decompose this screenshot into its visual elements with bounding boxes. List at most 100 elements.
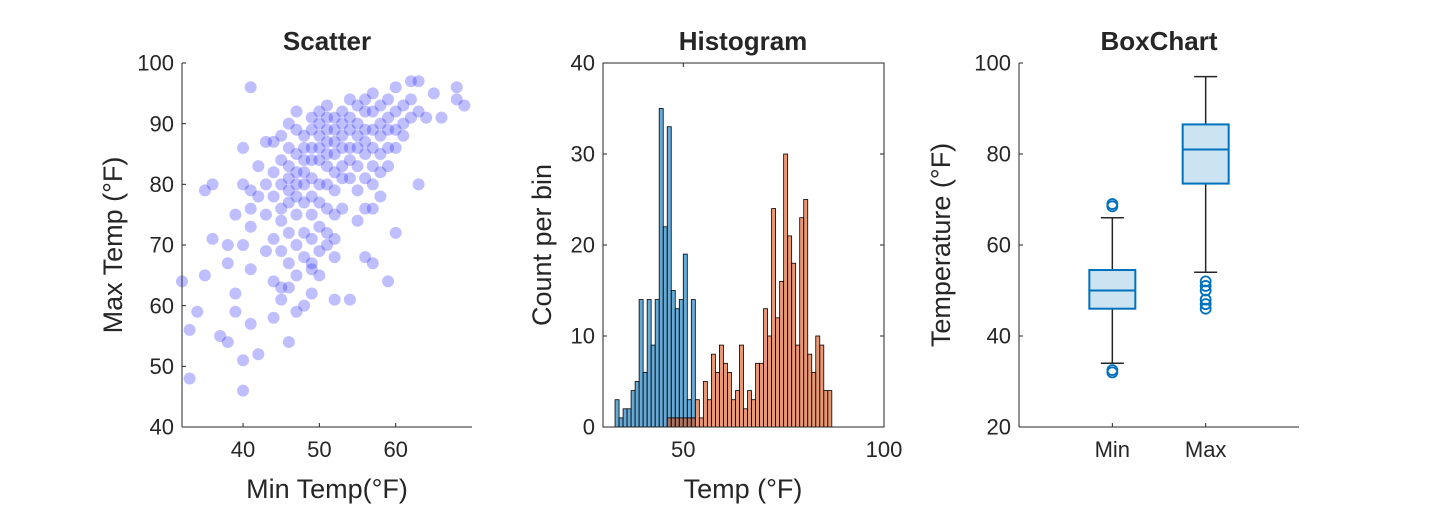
scatter-point <box>359 172 372 185</box>
scatter-point <box>275 178 288 191</box>
histogram-bar-series-2 <box>779 280 785 428</box>
scatter-point <box>244 81 257 94</box>
histogram-bar-series-2 <box>819 344 825 428</box>
scatter-point <box>305 172 318 185</box>
histogram-bar-series-2 <box>715 371 720 428</box>
scatter-point <box>305 154 318 167</box>
histogram-bar-series-2 <box>710 353 716 428</box>
scatter-point <box>259 178 272 191</box>
boxchart-y-tick-label: 60 <box>987 233 1011 258</box>
scatter-point <box>313 154 326 167</box>
boxchart-panel: BoxChart Temperature (°F) 20 40 60 80 100 Min… <box>926 26 1299 462</box>
scatter-point <box>343 293 356 306</box>
scatter-point <box>374 166 387 179</box>
box-outlier <box>1199 280 1212 292</box>
histogram-bar-series-2 <box>815 335 821 428</box>
scatter-point <box>298 154 311 167</box>
scatter-point <box>359 148 372 160</box>
scatter-point <box>359 251 372 264</box>
histogram-bar-series-2 <box>686 417 692 428</box>
histogram-bar-series-2 <box>719 344 724 428</box>
scatter-point <box>313 196 326 209</box>
scatter-point <box>229 208 242 221</box>
scatter-point <box>305 232 318 245</box>
scatter-point <box>282 141 295 154</box>
scatter-point <box>366 123 379 136</box>
scatter-point <box>328 135 341 148</box>
scatter-y-tick-label: 60 <box>150 293 174 318</box>
scatter-point <box>343 123 356 136</box>
scatter-point <box>328 184 341 197</box>
scatter-point <box>382 275 395 288</box>
scatter-point <box>382 93 395 106</box>
histogram-bars <box>614 108 833 428</box>
scatter-point <box>374 99 387 112</box>
histogram-y-tick-label: 40 <box>571 51 595 76</box>
scatter-point <box>328 232 341 245</box>
scatter-point <box>359 105 372 118</box>
scatter-point <box>359 93 372 106</box>
scatter-point <box>321 226 333 239</box>
histogram-bar-series-2 <box>682 417 688 428</box>
scatter-point <box>336 160 349 173</box>
scatter-point <box>244 184 257 197</box>
histogram-bar-series-2 <box>739 344 744 428</box>
scatter-x-label: Min Temp(°F) <box>246 474 408 504</box>
scatter-y-tick-label: 100 <box>137 51 174 76</box>
histogram-bar-series-2 <box>674 417 680 428</box>
scatter-point <box>351 184 364 197</box>
scatter-point <box>305 123 318 136</box>
scatter-y-tick-label: 80 <box>150 172 174 197</box>
scatter-point <box>389 141 402 154</box>
scatter-point <box>321 123 333 136</box>
histogram-bar-series-1 <box>690 299 696 428</box>
box-max <box>1181 123 1230 185</box>
scatter-point <box>343 141 356 154</box>
scatter-point <box>313 178 326 191</box>
scatter-point <box>389 123 402 136</box>
histogram-bar-series-1 <box>638 299 644 428</box>
histogram-bar-series-1 <box>662 226 668 428</box>
scatter-point <box>282 281 295 294</box>
scatter-point <box>221 336 234 349</box>
scatter-point <box>321 135 333 148</box>
scatter-point <box>206 232 219 245</box>
scatter-point <box>366 257 379 270</box>
scatter-point <box>336 172 349 185</box>
scatter-point <box>305 111 318 124</box>
histogram-bar-series-2 <box>787 235 793 428</box>
scatter-point <box>275 293 288 306</box>
scatter-point <box>290 305 303 318</box>
scatter-point <box>336 129 349 142</box>
histogram-bar-series-2 <box>791 262 797 428</box>
scatter-point <box>298 196 311 209</box>
scatter-point <box>351 117 364 130</box>
scatter-point <box>313 105 326 118</box>
scatter-point <box>237 141 250 154</box>
scatter-point <box>328 123 341 136</box>
scatter-point <box>267 190 280 203</box>
histogram-bar-series-1 <box>618 417 624 428</box>
scatter-point <box>328 251 341 264</box>
scatter-point <box>382 160 395 173</box>
scatter-point <box>252 348 265 361</box>
histogram-bar-series-2 <box>755 362 760 428</box>
scatter-point <box>382 141 395 154</box>
scatter-point <box>275 281 288 294</box>
scatter-point <box>244 220 257 233</box>
scatter-point <box>290 148 303 160</box>
boxchart-y-tick-label: 100 <box>974 51 1011 76</box>
histogram-bar-series-2 <box>759 362 764 428</box>
histogram-title: Histogram <box>679 26 808 56</box>
scatter-point <box>374 117 387 130</box>
scatter-point <box>275 154 288 167</box>
histogram-bar-series-2 <box>694 399 700 428</box>
histogram-y-tick-label: 20 <box>571 233 595 258</box>
histogram-bar-series-2 <box>666 417 672 428</box>
scatter-point <box>198 269 211 282</box>
scatter-point <box>229 305 242 318</box>
histogram-bar-series-1 <box>678 299 684 428</box>
histogram-bar-series-2 <box>807 353 813 428</box>
scatter-point <box>336 141 349 154</box>
